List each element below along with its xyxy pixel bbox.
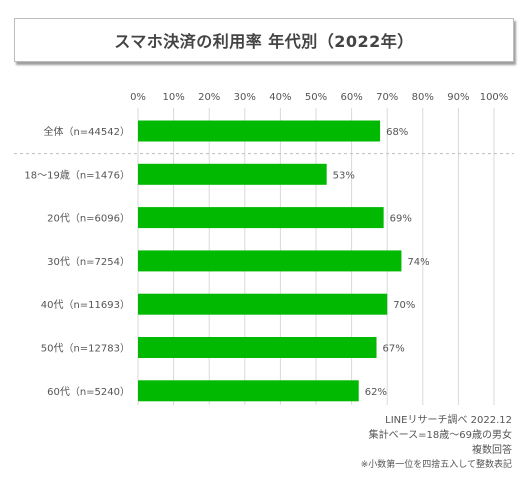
note-rounding: ※小数第一位を四捨五入して整数表記 [360, 460, 512, 470]
bar [138, 120, 381, 142]
bars [138, 120, 402, 402]
category-labels: 全体（n=44542） 18〜19歳（n=1476） 20代（n=6096） 30代（… [24, 125, 130, 398]
category-label: 50代（n=12783） [41, 343, 130, 355]
chart-title-box: スマホ決済の利用率 年代別（2022年） [14, 18, 514, 62]
chart-title: スマホ決済の利用率 年代別（2022年） [114, 32, 414, 51]
bar-chart: 0% 10% 20% 30% 40% 50% 60% 70% 80% 90% 100% 全体（n=4… [14, 92, 514, 405]
value-label: 62% [365, 387, 387, 398]
category-label: 20代（n=6096） [47, 213, 130, 225]
value-label: 70% [393, 300, 415, 311]
x-tick-label: 70% [376, 92, 398, 103]
bar [138, 293, 388, 315]
x-tick-label: 100% [480, 92, 509, 103]
x-tick-label: 40% [269, 92, 291, 103]
note-source: LINEリサーチ調べ 2022.12 [385, 415, 512, 426]
x-axis-ticks: 0% 10% 20% 30% 40% 50% 60% 70% 80% 90% 100% [130, 92, 508, 103]
category-label: 全体（n=44542） [43, 125, 130, 138]
category-label: 40代（n=11693） [41, 299, 130, 311]
category-label: 60代（n=5240） [47, 386, 130, 398]
x-tick-label: 90% [447, 92, 469, 103]
value-labels: 68% 53% 69% 74% 70% 67% 62% [333, 127, 430, 398]
chart-notes: LINEリサーチ調べ 2022.12 集計ベース=18歳〜69歳の男女 複数回答… [361, 413, 512, 473]
value-label: 74% [407, 257, 429, 268]
x-tick-label: 0% [130, 92, 146, 103]
note-base: 集計ベース=18歳〜69歳の男女 [368, 430, 512, 441]
value-label: 53% [333, 170, 355, 181]
x-tick-label: 10% [162, 92, 184, 103]
bar [138, 380, 359, 402]
bar [138, 207, 384, 229]
value-label: 67% [383, 344, 405, 355]
bar [138, 250, 402, 272]
category-label: 30代（n=7254） [47, 256, 130, 268]
value-label: 69% [390, 214, 412, 225]
x-tick-label: 80% [412, 92, 434, 103]
x-tick-label: 30% [234, 92, 256, 103]
x-tick-label: 50% [305, 92, 327, 103]
bar [138, 337, 377, 358]
note-answer-type: 複数回答 [472, 445, 512, 456]
category-label: 18〜19歳（n=1476） [24, 169, 130, 181]
bar [138, 163, 327, 185]
x-tick-label: 20% [198, 92, 220, 103]
x-tick-label: 60% [340, 92, 362, 103]
value-label: 68% [386, 127, 408, 138]
